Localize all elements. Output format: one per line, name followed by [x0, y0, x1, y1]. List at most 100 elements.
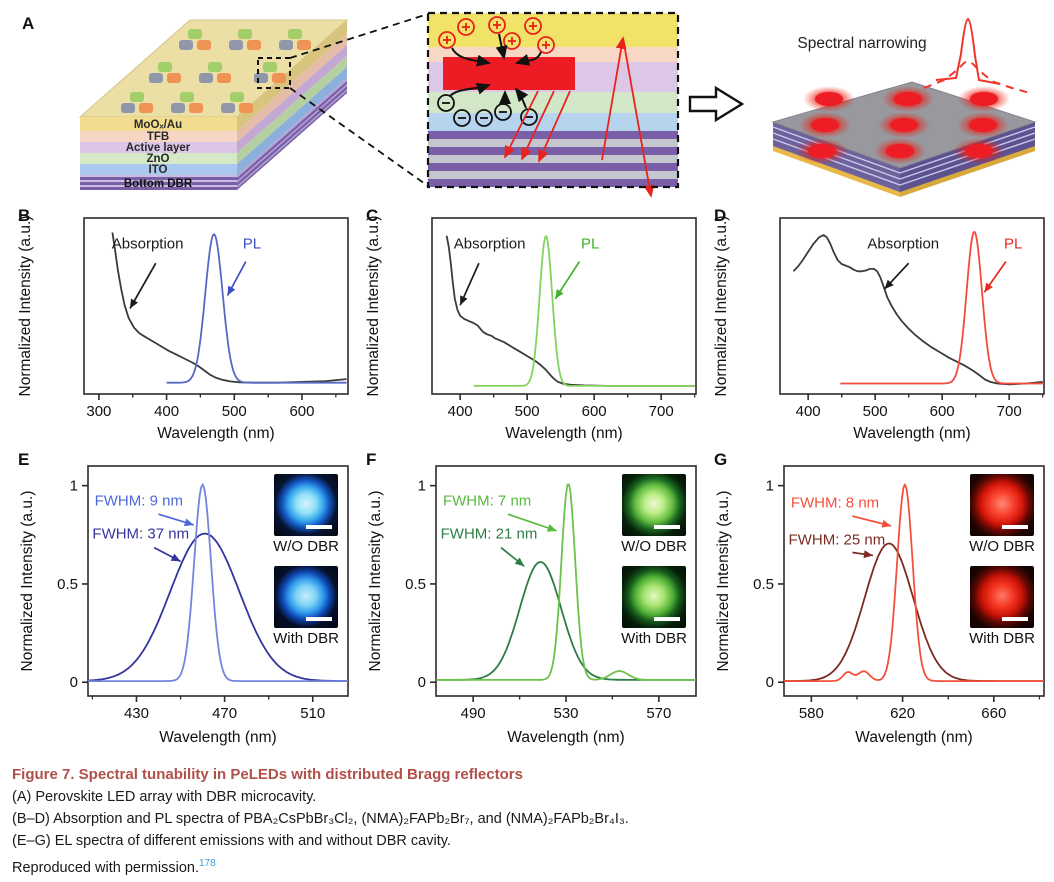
series-curve [840, 230, 1044, 385]
device-layer-labels: MoOₓ/Au TFB Active layer ZnO ITO Bottom … [124, 119, 193, 190]
series-curve [88, 483, 348, 683]
annotation-label: FWHM: 37 nm [92, 526, 189, 543]
charge-injection-arrows [449, 33, 542, 109]
panel-label-d: D [714, 206, 727, 225]
y-tick-label: 1 [418, 478, 426, 495]
y-tick-label: 0.5 [57, 576, 78, 593]
scale-bar [306, 525, 332, 529]
led-array-device: MoOₓ/Au TFB Active layer ZnO ITO Bottom … [78, 13, 429, 190]
pixel-cluster [199, 62, 231, 83]
series-curve [792, 234, 1043, 386]
layer-label-moox-au: MoOₓ/Au [134, 119, 182, 131]
y-axis-label: Normalized Intensity (a.u.) [715, 491, 732, 672]
plus-charge-icon [488, 16, 506, 34]
panel-label-a: A [22, 14, 35, 33]
x-axis-label: Wavelength (nm) [159, 729, 276, 746]
broad-peak-sketch [923, 60, 1031, 94]
device-photo-with-dbr [970, 566, 1034, 628]
caption-line-permission: Reproduced with permission.178 [12, 855, 1032, 877]
y-axis-label: Normalized Intensity (a.u.) [367, 491, 384, 672]
inset-label: With DBR [969, 630, 1035, 647]
spectral-narrowing-label: Spectral narrowing [797, 35, 926, 52]
panel-label-c: C [366, 206, 379, 225]
y-tick-label: 0.5 [405, 576, 426, 593]
pixel-cluster [179, 29, 211, 50]
emission-spot [874, 138, 926, 164]
caption-line-a: (A) Perovskite LED array with DBR microc… [12, 789, 317, 805]
annotation-label: FWHM: 21 nm [441, 526, 538, 543]
x-tick-label: 700 [649, 403, 674, 420]
emission-spot [953, 138, 1005, 164]
y-tick-label: 0 [70, 674, 78, 691]
y-axis-label: Normalized Intensity (a.u.) [19, 491, 36, 672]
pixel-cluster [149, 62, 181, 83]
emission-spot [803, 86, 855, 112]
zoom-connector-top [289, 13, 429, 59]
pixel-cluster [229, 29, 261, 50]
pixel-cluster [279, 29, 311, 50]
x-tick-label: 700 [997, 403, 1022, 420]
annotation-arrowhead [881, 519, 892, 528]
plus-charge-icon [457, 18, 475, 36]
reference-link[interactable]: 178 [198, 858, 216, 869]
inset-label: With DBR [621, 630, 687, 647]
device-front-face [80, 117, 237, 190]
emission-spot [878, 112, 930, 138]
plus-charge-icon [503, 32, 521, 50]
annotation-arrowhead [130, 298, 138, 309]
chart-F: F 490 530 570 0 0.5 1 Wavelength (nm) Normalized… [356, 450, 702, 762]
annotation-label: Absorption [454, 236, 526, 253]
inset-label: With DBR [273, 630, 339, 647]
minus-charge-icon [453, 109, 471, 127]
device-photo-with-dbr [622, 566, 686, 628]
x-tick-label: 500 [863, 403, 888, 420]
caption-title: Figure 7. Spectral tunability in PeLEDs … [12, 766, 523, 783]
y-tick-label: 0 [766, 674, 774, 691]
scale-bar [1002, 617, 1028, 621]
pixel-cluster [121, 92, 153, 113]
chart-B: B 300 400 500 600 Wavelength (nm) Normalized I… [8, 206, 354, 450]
minus-charge-icon [494, 103, 512, 121]
x-axis-label: Wavelength (nm) [507, 729, 624, 746]
panel-a-svg: MoOₓ/Au TFB Active layer ZnO ITO Bottom … [78, 11, 1037, 198]
slab-bottom-edge [900, 146, 1035, 197]
chart-D: D 400 500 600 700 Wavelength (nm) Normalized I… [704, 206, 1050, 450]
annotation-arrowhead [183, 518, 194, 527]
minus-charge-icon [475, 109, 493, 127]
x-axis-label: Wavelength (nm) [855, 729, 972, 746]
x-tick-label: 490 [461, 705, 486, 722]
y-tick-label: 1 [766, 478, 774, 495]
x-tick-label: 400 [796, 403, 821, 420]
chart-E: E 430 470 510 0 0.5 1 Wavelength (nm) Normalized… [8, 450, 354, 762]
series-curve [473, 235, 695, 387]
hole-charges [438, 16, 555, 54]
series-curve [88, 532, 348, 682]
x-axis-label: Wavelength (nm) [157, 425, 274, 442]
minus-charge-icon [437, 94, 455, 112]
panel-label-f: F [366, 450, 377, 469]
narrowed-emission-device: Spectral narrowing [771, 17, 1037, 197]
spectrum-plot-D: 400 500 600 700 Wavelength (nm) Normalized In… [713, 216, 1045, 442]
plus-charge-icon [438, 31, 456, 49]
annotation-arrowhead [546, 524, 557, 532]
pixel-cluster [221, 92, 253, 113]
x-tick-label: 600 [930, 403, 955, 420]
annotation-arrowhead [555, 289, 564, 299]
emission-spot [799, 112, 851, 138]
panel-label-g: G [714, 450, 728, 469]
zoom-box-border [426, 11, 680, 189]
x-tick-label: 620 [890, 705, 915, 722]
x-tick-label: 430 [124, 705, 149, 722]
x-tick-label: 660 [981, 705, 1006, 722]
permission-text: Reproduced with permission. [12, 859, 199, 876]
narrow-peak-sketch [935, 17, 1001, 85]
x-tick-label: 530 [553, 705, 578, 722]
x-tick-label: 510 [300, 705, 325, 722]
annotation-label: Absorption [112, 236, 184, 253]
spectrum-plot-B: 300 400 500 600 Wavelength (nm) Normalized In… [17, 216, 349, 442]
layer-label-active: Active layer [126, 142, 191, 154]
y-axis-label: Normalized Intensity (a.u.) [17, 216, 34, 397]
annotation-arrowhead [227, 285, 236, 296]
device-photo-wo-dbr [274, 474, 338, 536]
